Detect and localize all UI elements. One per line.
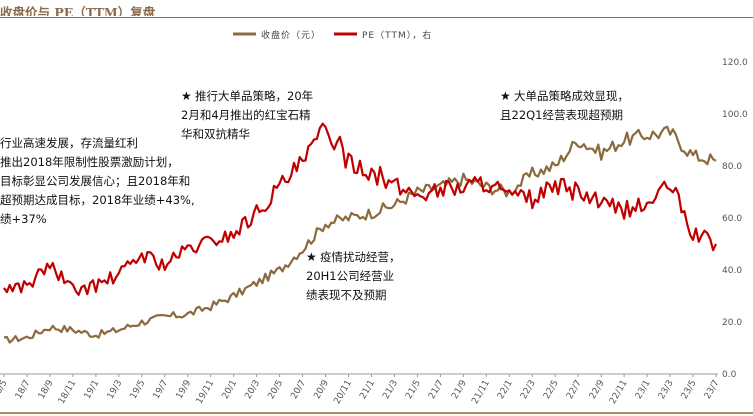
star-icon: ★ xyxy=(306,250,317,264)
annotation-big-product: 推行大单品策略，20年 xyxy=(195,87,313,106)
x-tick-label: 22/1 xyxy=(496,379,515,402)
series-line-pe xyxy=(3,122,717,296)
y-tick-label: 40.0 xyxy=(722,266,742,276)
x-tick-label: 21/7 xyxy=(427,379,446,402)
annotation-big-product-cont: 2月和4月推出的红宝石精 华和双抗精华 xyxy=(181,106,311,144)
x-tick-label: 20/1 xyxy=(221,379,240,402)
annotation-epidemic: 疫情扰动经营， xyxy=(320,248,401,267)
y-tick-label: 60.0 xyxy=(722,214,742,224)
x-tick-label: 21/9 xyxy=(450,378,469,401)
legend-label-pe: PE（TTM），右 xyxy=(362,29,432,41)
annotation-line: 推出2018年限制性股票激励计划， xyxy=(0,155,179,169)
x-axis-ticks: 18/5 18/7 18/9 18/11 19/1 19/3 19/5 19/7 19/9 19/… xyxy=(0,374,722,406)
annotation-line: 行业高速发展，存流量红利 xyxy=(0,136,138,150)
x-tick-label: 19/7 xyxy=(152,379,171,402)
y-tick-label: 20.0 xyxy=(722,318,742,328)
annotation-epidemic-cont: 20H1公司经营业 绩表现不及预期 xyxy=(306,267,394,305)
x-tick-label: 21/11 xyxy=(470,379,492,406)
x-tick-label: 23/7 xyxy=(703,379,722,402)
annotation-line: 绩+37% xyxy=(0,212,47,226)
x-tick-label: 19/1 xyxy=(83,379,102,402)
x-tick-label: 22/11 xyxy=(608,379,630,406)
x-tick-label: 21/1 xyxy=(358,379,377,402)
annotation-line: 2月和4月推出的红宝石精 xyxy=(181,108,311,122)
annotation-line: 疫情扰动经营， xyxy=(320,250,401,264)
annotation-line: 推行大单品策略，20年 xyxy=(195,89,314,103)
x-tick-label: 20/3 xyxy=(243,379,262,402)
annotation-line: 且22Q1经营表现超预期 xyxy=(500,108,624,122)
y-tick-label: 0.0 xyxy=(722,370,737,380)
x-tick-label: 20/7 xyxy=(289,379,308,402)
y-tick-label: 80.0 xyxy=(722,162,742,172)
star-icon: ★ xyxy=(181,89,192,103)
x-tick-label: 20/5 xyxy=(266,379,285,402)
x-tick-label: 19/11 xyxy=(195,379,217,406)
x-tick-label: 18/9 xyxy=(37,378,56,401)
x-tick-label: 22/7 xyxy=(565,379,584,402)
star-icon: ★ xyxy=(500,89,511,103)
annotation-line: 大单品策略成效显现， xyxy=(514,89,629,103)
bottom-divider xyxy=(0,412,753,414)
x-tick-label: 20/9 xyxy=(312,378,331,401)
x-tick-label: 18/5 xyxy=(0,379,10,402)
x-tick-label: 18/7 xyxy=(14,379,33,402)
title-divider xyxy=(0,17,753,18)
annotation-line: 目标彰显公司发展信心；且2018年和 xyxy=(0,174,191,188)
x-tick-label: 19/9 xyxy=(175,378,194,401)
annotation-effect: 大单品策略成效显现， xyxy=(514,87,629,106)
annotation-line: 20H1公司经营业 xyxy=(306,269,395,283)
x-tick-label: 18/11 xyxy=(57,379,79,406)
legend-label-price: 收盘价（元） xyxy=(261,29,321,41)
annotation-line: 超预期达成目标，2018年业绩+43%, xyxy=(0,193,195,207)
x-tick-label: 22/5 xyxy=(542,379,561,402)
legend: 收盘价（元） PE（TTM），右 xyxy=(233,29,432,41)
x-tick-label: 23/5 xyxy=(680,379,699,402)
x-tick-label: 23/1 xyxy=(634,379,653,402)
annotation-line: 绩表现不及预期 xyxy=(306,288,387,302)
annotation-growth: 行业高速发展，存流量红利 推出2018年限制性股票激励计划， 目标彰显公司发展信… xyxy=(0,134,195,229)
annotation-line: 华和双抗精华 xyxy=(181,127,250,141)
x-tick-label: 21/3 xyxy=(381,379,400,402)
x-tick-label: 21/5 xyxy=(404,379,423,402)
series-layer xyxy=(3,122,717,344)
x-tick-label: 22/3 xyxy=(519,379,538,402)
y-tick-label: 100.0 xyxy=(722,110,748,120)
annotation-effect-cont: 且22Q1经营表现超预期 xyxy=(500,106,623,125)
x-tick-label: 23/3 xyxy=(657,379,676,402)
x-tick-label: 20/11 xyxy=(332,379,354,406)
x-tick-label: 22/9 xyxy=(588,378,607,401)
x-tick-label: 19/5 xyxy=(129,379,148,402)
chart-title: 收盘价与 PE（TTM）复盘 xyxy=(0,5,156,16)
x-tick-label: 19/3 xyxy=(106,379,125,402)
y-tick-label: 120.0 xyxy=(722,58,748,68)
series-line-price xyxy=(3,125,717,344)
right-axis-ticks: 0.0 20.0 40.0 60.0 80.0 100.0 120.0 xyxy=(722,58,748,380)
